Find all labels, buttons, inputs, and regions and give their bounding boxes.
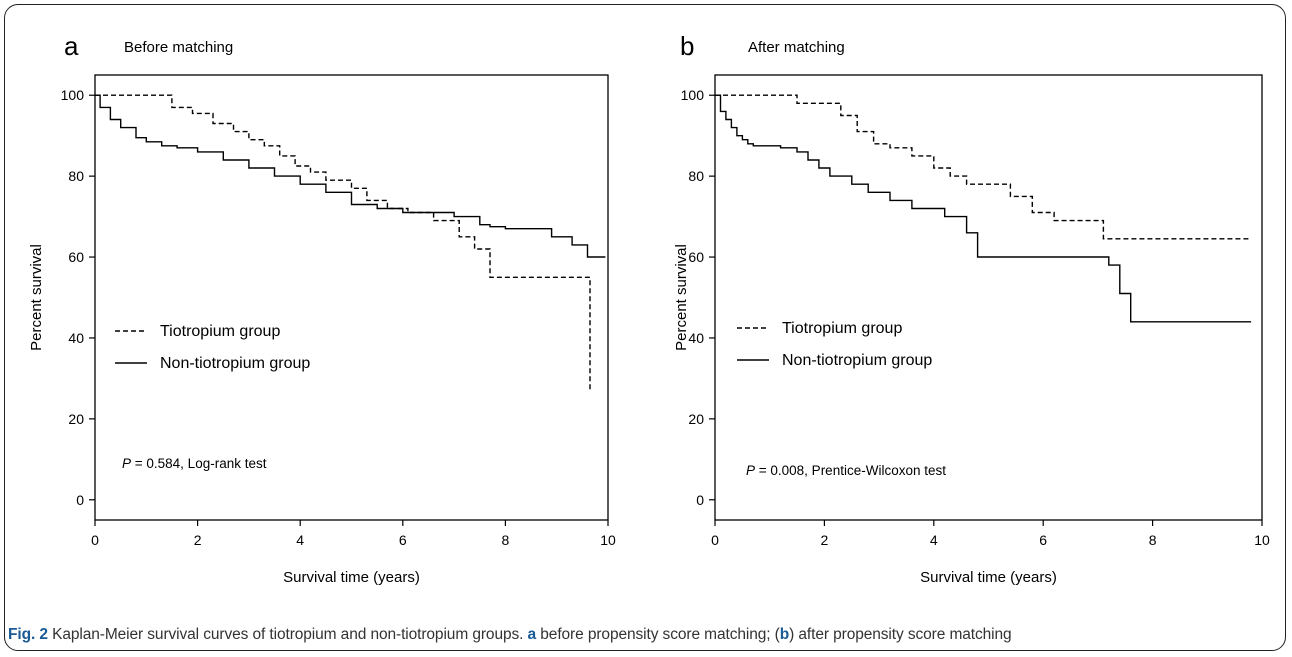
x-tick-label: 0	[711, 532, 719, 548]
legend-label: Tiotropium group	[160, 323, 280, 340]
x-tick-label: 4	[930, 532, 938, 548]
p-symbol: P	[746, 463, 755, 478]
legend-label: Tiotropium group	[782, 320, 902, 337]
plot-frame	[714, 74, 1263, 521]
figure-caption: Fig. 2 Kaplan-Meier survival curves of t…	[8, 626, 1284, 644]
y-axis-label: Percent survival	[28, 244, 45, 351]
x-axis-label: Survival time (years)	[283, 569, 420, 586]
x-tick-label: 8	[1149, 532, 1157, 548]
legend-label: Non-tiotropium group	[782, 352, 932, 369]
caption-text-1: Kaplan-Meier survival curves of tiotropi…	[47, 626, 528, 643]
panel-label: a	[64, 31, 79, 61]
y-tick-label: 20	[688, 411, 704, 427]
series-line-tiotropium	[95, 94, 591, 391]
x-tick-label: 0	[91, 532, 99, 548]
p-symbol: P	[122, 456, 131, 471]
figure-frame	[4, 4, 1286, 651]
p-value-annotation: P = 0.008, Prentice-Wilcoxon test	[746, 463, 946, 478]
y-tick-label: 40	[68, 330, 84, 346]
p-value-text: = 0.584, Log-rank test	[131, 456, 267, 471]
y-tick-label: 80	[688, 168, 704, 184]
x-tick-label: 4	[296, 532, 304, 548]
x-tick-label: 6	[1039, 532, 1047, 548]
caption-bold-b: b	[779, 626, 790, 643]
caption-text-3: ) after propensity score matching	[789, 626, 1012, 643]
y-tick-label: 100	[681, 87, 705, 103]
plot-frame	[94, 74, 609, 521]
y-tick-label: 0	[696, 492, 704, 508]
y-axis-label: Percent survival	[673, 244, 690, 351]
legend-label: Non-tiotropium group	[160, 355, 310, 372]
series-line-non-tiotropium	[95, 94, 606, 258]
x-tick-label: 10	[600, 532, 616, 548]
panel-label: b	[680, 31, 694, 61]
x-tick-label: 2	[194, 532, 202, 548]
caption-text-2: before propensity score matching; (	[536, 626, 780, 643]
caption-bold-a: a	[527, 626, 537, 643]
y-tick-label: 100	[61, 87, 85, 103]
y-tick-label: 20	[68, 411, 84, 427]
panel-b: b After matching 0 20 40 60 80 100 0 2 4 6 8 10 Surviv…	[673, 31, 1270, 586]
y-tick-label: 80	[68, 168, 84, 184]
x-tick-label: 10	[1254, 532, 1270, 548]
chart-title: Before matching	[124, 39, 233, 56]
x-axis-label: Survival time (years)	[920, 569, 1057, 586]
series-line-non-tiotropium	[715, 94, 1252, 323]
figure-label: Fig. 2	[8, 626, 48, 643]
y-tick-label: 0	[76, 492, 84, 508]
y-tick-label: 60	[68, 249, 84, 265]
chart-title: After matching	[748, 39, 845, 56]
panel-a: a Before matching 0 20 40 60 80 100 0 2 4 6 8 10 Survi…	[28, 31, 616, 586]
x-tick-label: 6	[399, 532, 407, 548]
x-tick-label: 2	[821, 532, 829, 548]
series-line-tiotropium	[715, 94, 1252, 240]
y-tick-label: 60	[688, 249, 704, 265]
p-value-text: = 0.008, Prentice-Wilcoxon test	[755, 463, 946, 478]
p-value-annotation: P = 0.584, Log-rank test	[122, 456, 267, 471]
x-tick-label: 8	[502, 532, 510, 548]
y-tick-label: 40	[688, 330, 704, 346]
